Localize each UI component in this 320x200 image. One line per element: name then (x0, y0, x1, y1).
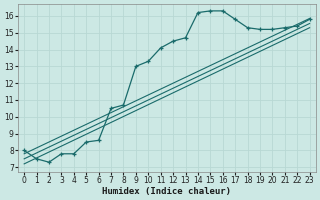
X-axis label: Humidex (Indice chaleur): Humidex (Indice chaleur) (102, 187, 231, 196)
